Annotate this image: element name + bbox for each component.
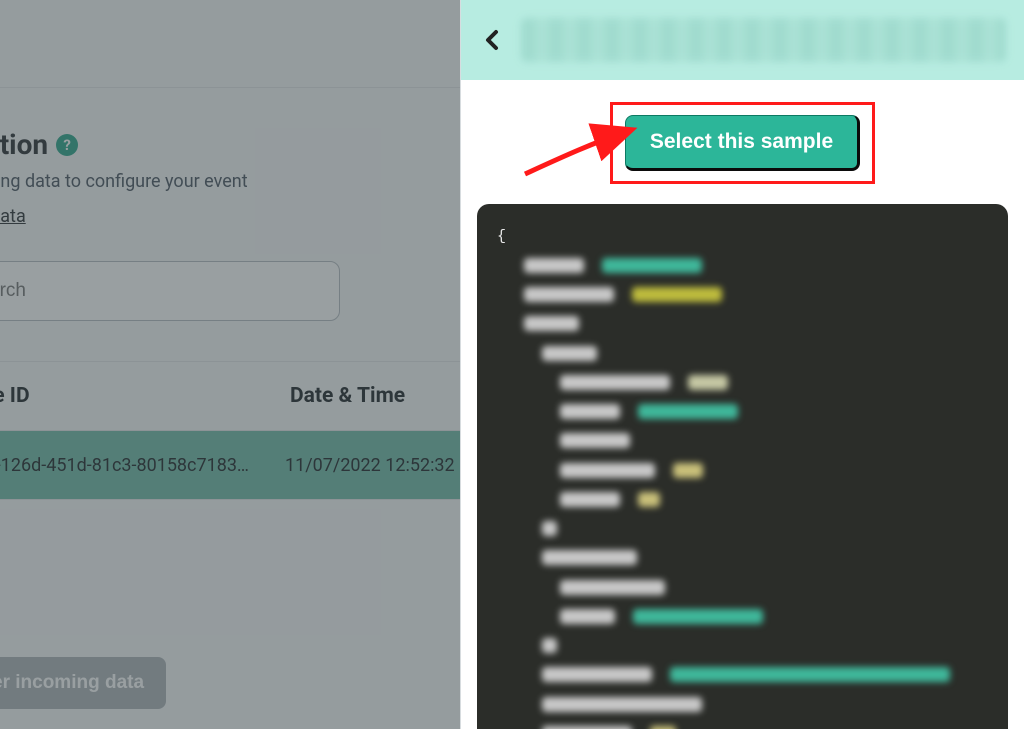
code-line: [497, 398, 988, 427]
other-data-link[interactable]: er data: [0, 206, 26, 227]
section-title-row: ection ?: [0, 128, 460, 161]
code-line: [497, 515, 988, 544]
search-box[interactable]: [0, 261, 340, 321]
search-input[interactable]: [0, 280, 321, 302]
column-header-date-time: Date & Time: [290, 384, 460, 408]
code-line: [497, 573, 988, 602]
section-subtitle: oming data to configure your event: [0, 171, 460, 192]
panel-header: [461, 0, 1024, 80]
sample-detail-panel: Select this sample {: [460, 0, 1024, 729]
code-line: [497, 251, 988, 280]
left-content: ection ? oming data to configure your ev…: [0, 128, 460, 500]
code-line: [497, 310, 988, 339]
code-line: {: [497, 222, 988, 251]
select-sample-button[interactable]: Select this sample: [625, 115, 860, 171]
annotation-highlight-box: Select this sample: [610, 102, 875, 184]
app-stage: ection ? oming data to configure your ev…: [0, 0, 1024, 729]
code-line: [497, 368, 988, 397]
column-header-message-id: age ID: [0, 384, 290, 408]
chevron-left-icon: [481, 28, 505, 52]
code-line: [497, 456, 988, 485]
table-row[interactable]: c4f-126d-451d-81c3-80158c7183… 11/07/202…: [0, 430, 460, 500]
code-line: [497, 690, 988, 719]
code-line: [497, 632, 988, 661]
section-title: ection: [0, 128, 48, 161]
cta-wrap: Select this sample: [461, 102, 1024, 184]
cell-message-id: c4f-126d-451d-81c3-80158c7183…: [0, 455, 285, 476]
back-chevron-icon[interactable]: [479, 26, 507, 54]
code-line: [497, 661, 988, 690]
table-header: age ID Date & Time: [0, 362, 460, 430]
code-line: [497, 544, 988, 573]
code-line: [497, 602, 988, 631]
json-code-block: {: [477, 204, 1008, 729]
cell-date-time: 11/07/2022 12:52:32: [285, 455, 460, 476]
left-topbar: [0, 0, 460, 88]
panel-title-blurred: [521, 18, 1006, 62]
code-line: [497, 719, 988, 729]
incoming-data-button[interactable]: er incoming data: [0, 657, 166, 709]
code-line: [497, 485, 988, 514]
code-line: [497, 427, 988, 456]
help-icon[interactable]: ?: [56, 134, 78, 156]
left-pane: ection ? oming data to configure your ev…: [0, 0, 460, 729]
code-line: [497, 339, 988, 368]
code-line: [497, 281, 988, 310]
